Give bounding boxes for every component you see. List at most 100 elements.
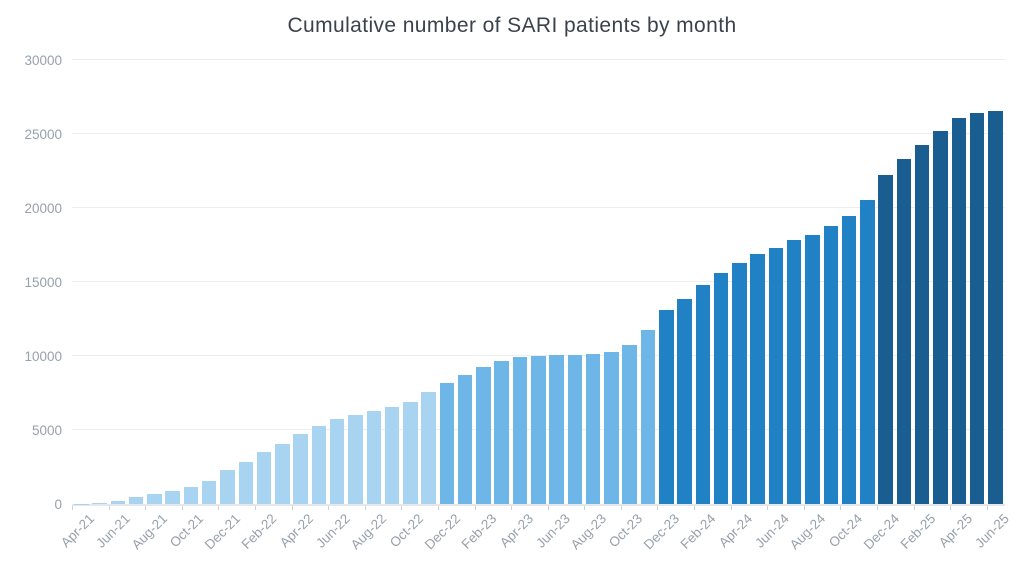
x-tick-label-Dec-23: Dec-23 [640, 511, 683, 553]
plot-area [72, 59, 1005, 510]
bar-May-23[interactable] [531, 355, 546, 504]
bar-Jan-25[interactable] [896, 158, 912, 504]
bar-Aug-21[interactable] [147, 494, 162, 504]
bar-Aug-23[interactable] [585, 354, 601, 504]
bar-Nov-23[interactable] [640, 330, 656, 504]
x-tick-label-Aug-21: Aug-21 [128, 511, 170, 553]
bar-Nov-22[interactable] [421, 391, 436, 504]
bar-Mar-24[interactable] [713, 273, 729, 504]
x-axis-tick [730, 506, 732, 510]
gridline-10000 [72, 355, 1005, 356]
bar-Dec-23[interactable] [659, 310, 674, 504]
x-tick-label-Feb-25: Feb-25 [897, 511, 939, 552]
y-tick-label-5000: 5000 [31, 422, 62, 438]
x-axis-tick [328, 506, 330, 510]
bar-Oct-21[interactable] [183, 487, 199, 504]
bar-Apr-24[interactable] [732, 263, 747, 504]
y-tick-label-30000: 30000 [24, 52, 62, 68]
y-tick-label-20000: 20000 [24, 200, 62, 216]
x-axis-tick [657, 506, 659, 510]
chart-title: Cumulative number of SARI patients by mo… [287, 14, 737, 37]
x-axis-tick [474, 506, 476, 510]
x-tick-label-Oct-24: Oct-24 [825, 511, 866, 551]
bar-Mar-25[interactable] [933, 130, 948, 504]
y-tick-label-25000: 25000 [24, 126, 62, 142]
y-tick-label-0: 0 [54, 496, 62, 512]
bar-Jan-23[interactable] [457, 374, 473, 504]
x-tick-label-Apr-24: Apr-24 [716, 511, 756, 551]
bar-Feb-25[interactable] [914, 144, 930, 504]
x-axis-tick [876, 506, 878, 510]
bar-Mar-22[interactable] [275, 443, 290, 504]
bar-Nov-21[interactable] [201, 480, 217, 504]
bar-Sep-21[interactable] [165, 490, 180, 504]
x-axis-tick [950, 506, 952, 510]
y-tick-label-15000: 15000 [24, 274, 62, 290]
x-tick-label-Feb-24: Feb-24 [677, 511, 719, 552]
bar-May-24[interactable] [750, 254, 765, 504]
x-tick-label-Jun-22: Jun-22 [313, 511, 353, 551]
x-axis-tick [181, 506, 183, 510]
bar-Jun-23[interactable] [549, 354, 564, 504]
bar-Sep-23[interactable] [604, 351, 619, 504]
bar-Jun-25[interactable] [988, 111, 1003, 504]
x-tick-label-Dec-24: Dec-24 [860, 511, 902, 553]
bar-Jun-21[interactable] [110, 501, 126, 504]
bar-Jan-24[interactable] [677, 299, 692, 504]
x-tick-label-Apr-21: Apr-21 [57, 511, 97, 551]
bar-Oct-22[interactable] [403, 401, 418, 504]
x-axis-tick [72, 506, 73, 510]
x-axis-tick [437, 506, 439, 510]
bar-Dec-24[interactable] [878, 175, 893, 504]
bar-Oct-23[interactable] [622, 344, 637, 504]
x-axis-tick [986, 506, 988, 510]
bar-May-22[interactable] [311, 425, 327, 504]
bar-Jul-23[interactable] [567, 354, 583, 504]
bar-Jan-22[interactable] [238, 461, 254, 504]
bar-Feb-22[interactable] [256, 452, 272, 504]
x-axis-tick [218, 506, 220, 510]
bar-Feb-24[interactable] [695, 285, 711, 504]
bar-Nov-24[interactable] [860, 200, 875, 504]
bar-Oct-24[interactable] [841, 216, 857, 504]
bar-May-25[interactable] [969, 112, 985, 504]
y-axis-labels: 0 5000 10000 15000 20000 25000 30000 [0, 53, 62, 510]
bar-Apr-25[interactable] [951, 118, 966, 504]
bar-Jul-24[interactable] [786, 239, 802, 504]
bar-Jun-22[interactable] [329, 418, 345, 504]
bar-Jun-24[interactable] [768, 247, 784, 504]
y-tick-label-10000: 10000 [24, 348, 62, 364]
gridline-15000 [72, 281, 1005, 282]
bar-May-21[interactable] [92, 502, 107, 504]
bar-Mar-23[interactable] [494, 361, 509, 504]
x-axis-tick [145, 506, 147, 510]
x-tick-label-Dec-21: Dec-21 [201, 511, 244, 553]
x-tick-label-Oct-22: Oct-22 [386, 511, 427, 551]
x-tick-label-Oct-23: Oct-23 [606, 511, 646, 551]
bar-series [72, 60, 1005, 504]
x-tick-label-Jun-23: Jun-23 [532, 511, 573, 551]
gridline-20000 [72, 207, 1005, 208]
bar-Aug-24[interactable] [805, 234, 820, 504]
x-axis-tick [694, 506, 695, 510]
bar-Feb-23[interactable] [476, 366, 491, 504]
bar-Aug-22[interactable] [366, 410, 381, 504]
bar-Apr-22[interactable] [293, 433, 308, 504]
bar-Jul-21[interactable] [128, 497, 144, 504]
x-axis-tick [584, 506, 586, 510]
bar-Sep-22[interactable] [384, 407, 400, 504]
x-tick-label-Apr-23: Apr-23 [496, 511, 536, 551]
bar-Apr-23[interactable] [512, 356, 528, 504]
x-axis-tick [511, 506, 513, 510]
bar-Dec-22[interactable] [439, 382, 455, 504]
x-tick-label-Aug-24: Aug-24 [787, 511, 829, 553]
x-tick-label-Feb-23: Feb-23 [458, 511, 500, 552]
x-axis-tick [913, 506, 915, 510]
bar-Dec-21[interactable] [220, 469, 235, 504]
x-tick-label-Feb-22: Feb-22 [238, 511, 280, 552]
x-axis-tick [254, 506, 256, 510]
bar-Sep-24[interactable] [823, 226, 839, 504]
x-axis-tick [620, 506, 622, 510]
bar-Jul-22[interactable] [348, 415, 363, 504]
x-axis-tick [547, 506, 549, 510]
